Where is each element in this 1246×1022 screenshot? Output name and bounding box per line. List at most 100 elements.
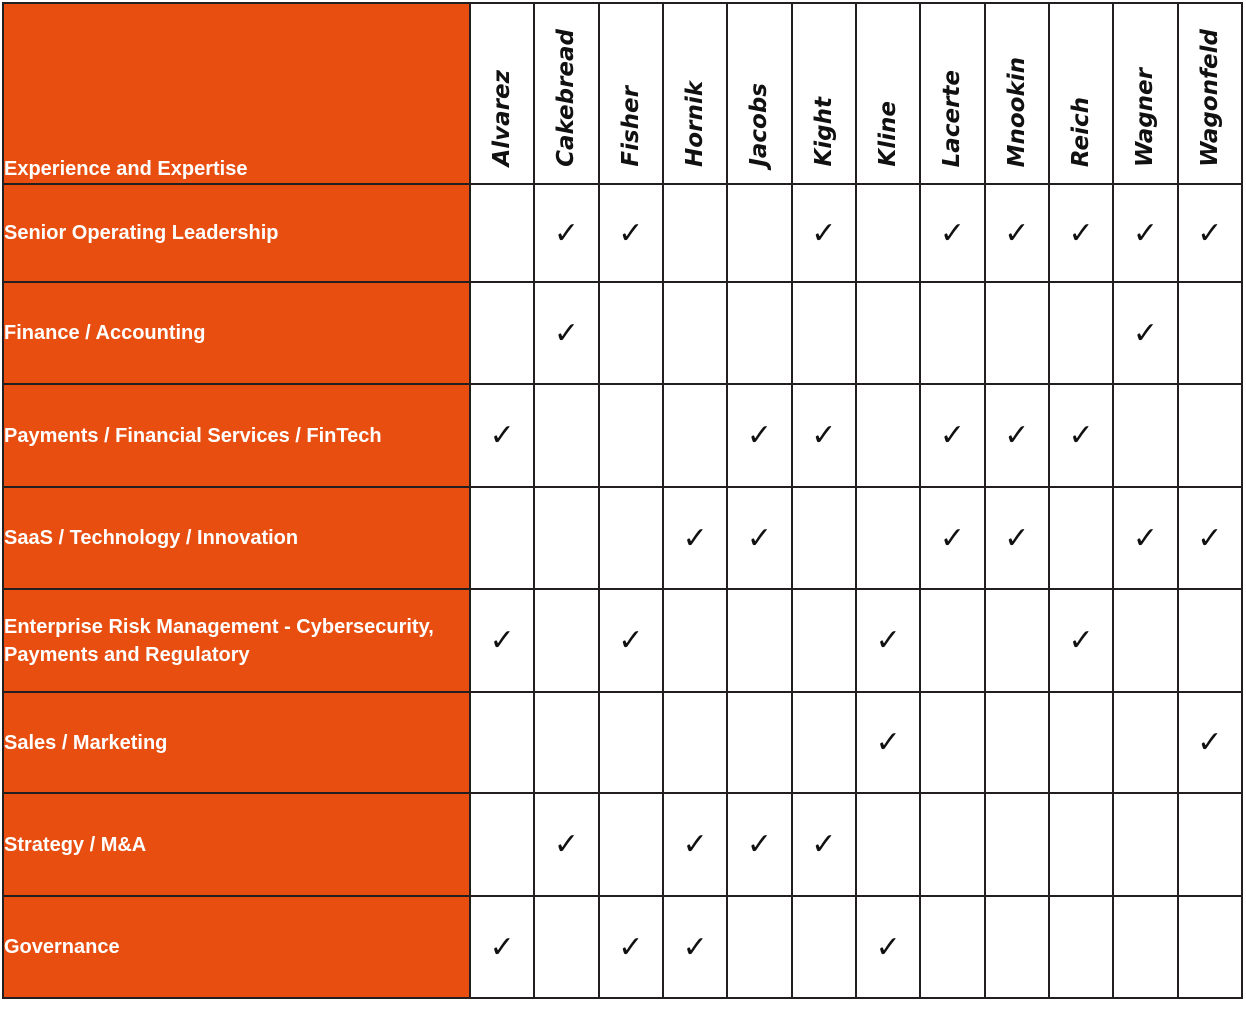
empty-cell [854, 792, 922, 897]
check-icon: ✓ [854, 588, 922, 693]
director-header: Cakebread [533, 2, 600, 185]
header-row: Experience and Expertise Alvarez Cakebre… [2, 2, 1244, 185]
check-icon: ✓ [983, 486, 1050, 590]
category-label: Sales / Marketing [2, 691, 471, 794]
empty-cell [1176, 383, 1244, 488]
empty-cell [790, 486, 857, 590]
director-header: Wagonfeld [1176, 2, 1244, 185]
check-icon: ✓ [661, 895, 729, 999]
category-label: SaaS / Technology / Innovation [2, 486, 471, 590]
empty-cell [1176, 588, 1244, 693]
empty-cell [726, 281, 793, 385]
check-icon: ✓ [854, 691, 922, 794]
empty-cell [1112, 383, 1179, 488]
matrix-body: Senior Operating Leadership ✓ ✓ ✓ ✓ ✓ ✓ ✓ ✓ Finan… [2, 183, 1244, 999]
empty-cell [1112, 792, 1179, 897]
check-icon: ✓ [661, 486, 729, 590]
check-icon: ✓ [661, 792, 729, 897]
check-icon: ✓ [1112, 486, 1179, 590]
check-icon: ✓ [983, 383, 1050, 488]
matrix-row: Finance / Accounting ✓ ✓ [2, 281, 1244, 385]
check-icon: ✓ [1176, 486, 1244, 590]
director-name: Fisher [617, 86, 644, 167]
empty-cell [533, 895, 600, 999]
empty-cell [533, 588, 600, 693]
director-name: Wagner [1132, 67, 1159, 167]
director-header: Kline [854, 2, 922, 185]
check-icon: ✓ [468, 588, 536, 693]
empty-cell [790, 691, 857, 794]
empty-cell [597, 383, 664, 488]
empty-cell [1112, 691, 1179, 794]
empty-cell [854, 281, 922, 385]
empty-cell [661, 588, 729, 693]
category-label: Enterprise Risk Management - Cybersecuri… [2, 588, 471, 693]
matrix-title: Experience and Expertise [2, 2, 471, 185]
director-header: Fisher [597, 2, 664, 185]
director-header: Alvarez [468, 2, 536, 185]
empty-cell [790, 588, 857, 693]
empty-cell [854, 486, 922, 590]
check-icon: ✓ [533, 183, 600, 283]
category-label: Governance [2, 895, 471, 999]
check-icon: ✓ [533, 792, 600, 897]
empty-cell [854, 383, 922, 488]
category-label: Payments / Financial Services / FinTech [2, 383, 471, 488]
empty-cell [597, 792, 664, 897]
empty-cell [1176, 281, 1244, 385]
empty-cell [1112, 895, 1179, 999]
empty-cell [1176, 895, 1244, 999]
empty-cell [1047, 486, 1115, 590]
check-icon: ✓ [790, 183, 857, 283]
check-icon: ✓ [983, 183, 1050, 283]
empty-cell [533, 486, 600, 590]
check-icon: ✓ [597, 895, 664, 999]
director-name: Cakebread [553, 29, 580, 167]
check-icon: ✓ [790, 383, 857, 488]
empty-cell [468, 183, 536, 283]
matrix-row: Sales / Marketing ✓ ✓ [2, 691, 1244, 794]
director-name: Mnookin [1003, 56, 1030, 167]
empty-cell [597, 486, 664, 590]
check-icon: ✓ [597, 588, 664, 693]
check-icon: ✓ [726, 792, 793, 897]
check-icon: ✓ [790, 792, 857, 897]
expertise-matrix: Experience and Expertise Alvarez Cakebre… [2, 2, 1244, 999]
director-name: Jacobs [746, 83, 773, 167]
category-label: Strategy / M&A [2, 792, 471, 897]
empty-cell [597, 281, 664, 385]
matrix-row: Governance ✓ ✓ ✓ ✓ [2, 895, 1244, 999]
empty-cell [983, 691, 1050, 794]
director-name: Lacerte [939, 69, 966, 167]
category-label: Finance / Accounting [2, 281, 471, 385]
empty-cell [661, 691, 729, 794]
check-icon: ✓ [919, 383, 986, 488]
check-icon: ✓ [1112, 183, 1179, 283]
check-icon: ✓ [854, 895, 922, 999]
empty-cell [468, 691, 536, 794]
check-icon: ✓ [1176, 691, 1244, 794]
empty-cell [983, 895, 1050, 999]
empty-cell [854, 183, 922, 283]
check-icon: ✓ [726, 486, 793, 590]
director-header: Jacobs [726, 2, 793, 185]
empty-cell [468, 281, 536, 385]
check-icon: ✓ [919, 183, 986, 283]
empty-cell [468, 486, 536, 590]
empty-cell [597, 691, 664, 794]
empty-cell [919, 691, 986, 794]
empty-cell [661, 281, 729, 385]
empty-cell [726, 183, 793, 283]
empty-cell [790, 895, 857, 999]
check-icon: ✓ [1047, 183, 1115, 283]
empty-cell [661, 383, 729, 488]
director-name: Reich [1068, 96, 1095, 167]
category-label: Senior Operating Leadership [2, 183, 471, 283]
empty-cell [919, 588, 986, 693]
empty-cell [1176, 792, 1244, 897]
empty-cell [1047, 792, 1115, 897]
empty-cell [919, 895, 986, 999]
director-header: Mnookin [983, 2, 1050, 185]
empty-cell [726, 588, 793, 693]
director-header: Wagner [1112, 2, 1179, 185]
